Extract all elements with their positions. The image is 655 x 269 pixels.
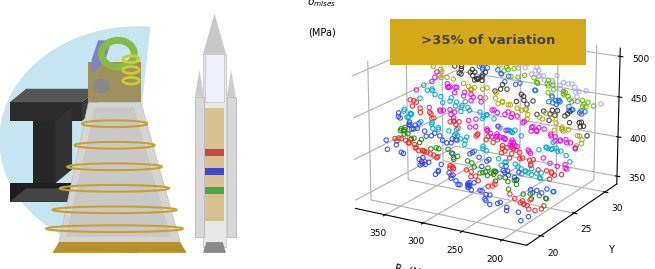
Bar bbox=[204, 168, 215, 175]
Polygon shape bbox=[227, 70, 236, 97]
X-axis label: R₀ (MPa): R₀ (MPa) bbox=[394, 263, 436, 269]
Circle shape bbox=[94, 79, 110, 93]
Bar bbox=[204, 149, 215, 156]
Bar bbox=[204, 54, 224, 102]
FancyBboxPatch shape bbox=[378, 17, 598, 66]
Text: $\sigma_{mises}$: $\sigma_{mises}$ bbox=[307, 0, 337, 9]
Bar bbox=[195, 97, 204, 237]
Wedge shape bbox=[0, 27, 149, 253]
Y-axis label: Y: Y bbox=[608, 245, 614, 255]
Polygon shape bbox=[59, 102, 180, 242]
Polygon shape bbox=[195, 70, 204, 97]
Polygon shape bbox=[56, 108, 72, 183]
Bar bbox=[204, 187, 215, 194]
Bar bbox=[88, 62, 141, 102]
Bar bbox=[204, 108, 224, 221]
Polygon shape bbox=[203, 242, 226, 253]
Polygon shape bbox=[10, 188, 98, 202]
Polygon shape bbox=[10, 102, 82, 121]
Bar bbox=[215, 149, 224, 156]
Bar bbox=[215, 168, 224, 175]
Text: >35% of variation: >35% of variation bbox=[421, 34, 555, 47]
Bar bbox=[215, 187, 224, 194]
Polygon shape bbox=[92, 40, 111, 73]
Polygon shape bbox=[10, 183, 82, 202]
Polygon shape bbox=[82, 169, 98, 202]
Polygon shape bbox=[33, 121, 56, 183]
Polygon shape bbox=[66, 108, 170, 237]
Polygon shape bbox=[82, 89, 98, 121]
Polygon shape bbox=[203, 13, 226, 54]
Polygon shape bbox=[10, 89, 98, 102]
Bar bbox=[203, 54, 226, 247]
Polygon shape bbox=[52, 242, 187, 253]
Bar bbox=[227, 97, 236, 237]
Text: (MPa): (MPa) bbox=[308, 27, 336, 37]
